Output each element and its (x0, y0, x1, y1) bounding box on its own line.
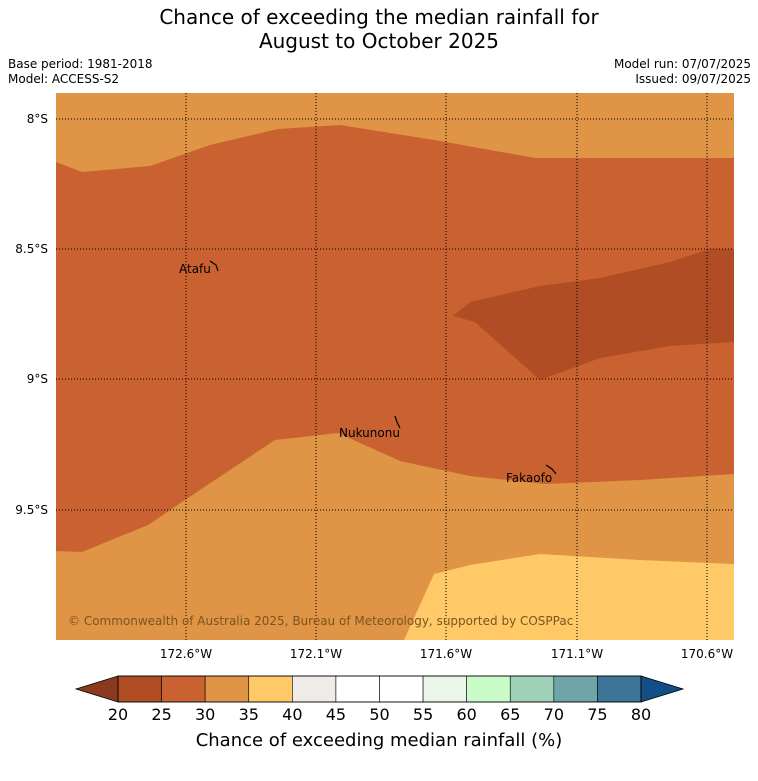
colorbar-label: Chance of exceeding median rainfall (%) (195, 730, 563, 751)
map-band-20-25 (453, 249, 734, 380)
lon-label-171-1w: 171.1°W (550, 647, 604, 661)
colorbar-segment-2 (204, 675, 250, 703)
colorbar-tick-55: 55 (412, 705, 434, 724)
colorbar-tick-70: 70 (543, 705, 564, 724)
lat-label-8s: 8°S (26, 112, 48, 126)
colorbar-tick-35: 35 (238, 705, 259, 724)
fakaofo-atoll-shape (545, 464, 557, 475)
place-nukunonu: Nukunonu (339, 426, 400, 440)
lat-label-9s: 9°S (26, 372, 48, 386)
colorbar-segment-1 (161, 675, 206, 703)
copyright-notice: © Commonwealth of Australia 2025, Bureau… (68, 614, 574, 628)
colorbar-segment-4 (292, 675, 337, 703)
colorbar-tick-65: 65 (500, 705, 521, 724)
meta-right: Model run: 07/07/2025 Issued: 09/07/2025 (614, 57, 751, 87)
colorbar-tick-45: 45 (325, 705, 347, 724)
lon-label-171-6w: 171.6°W (419, 647, 473, 661)
colorbar-tick-50: 50 (369, 705, 390, 724)
colorbar-segments (117, 675, 642, 703)
lat-label-8-5s: 8.5°S (15, 242, 48, 256)
colorbar-segment-10 (553, 675, 598, 703)
title-line-2: August to October 2025 (258, 29, 500, 53)
colorbar-tick-80: 80 (630, 705, 652, 724)
colorbar-segment-6 (379, 675, 424, 703)
colorbar-segment-5 (335, 675, 380, 703)
lon-label-172-6w: 172.6°W (159, 647, 213, 661)
nukunonu-atoll-shape (394, 415, 401, 429)
colorbar-segment-9 (509, 675, 555, 703)
colorbar-tick-25: 25 (151, 705, 172, 724)
model-run: Model run: 07/07/2025 (613, 57, 751, 71)
gridlines (56, 93, 734, 640)
colorbar-segment-8 (466, 675, 511, 703)
colorbar-tick-30: 30 (194, 705, 216, 724)
base-period: Base period: 1981-2018 (8, 57, 153, 71)
map-band-35-40 (404, 554, 734, 640)
colorbar-frame (117, 675, 642, 703)
colorbar (74, 675, 685, 703)
colorbar-segment-0 (117, 675, 162, 703)
lon-label-172-1w: 172.1°W (289, 647, 343, 661)
lon-label-170-6w: 170.6°W (680, 647, 734, 661)
colorbar-tick-60: 60 (456, 705, 477, 724)
atoll-outlines (209, 260, 557, 475)
map-title: Chance of exceeding the median rainfall … (0, 5, 758, 53)
model-name: Model: ACCESS-S2 (8, 72, 120, 86)
colorbar-segment-11 (597, 675, 642, 703)
colorbar-under-arrow (74, 675, 119, 703)
colorbar-segment-3 (248, 675, 293, 703)
meta-left: Base period: 1981-2018 Model: ACCESS-S2 (8, 57, 153, 87)
place-atafu: Atafu (179, 262, 211, 276)
place-fakaofo: Fakaofo (506, 471, 553, 485)
map-band-25-30 (56, 125, 734, 552)
colorbar-over-arrow (640, 675, 685, 703)
atafu-atoll-shape (209, 260, 219, 272)
colorbar-tick-40: 40 (282, 705, 303, 724)
colorbar-tick-75: 75 (587, 705, 608, 724)
lat-label-9-5s: 9.5°S (15, 503, 48, 517)
colorbar-segment-7 (422, 675, 467, 703)
title-line-1: Chance of exceeding the median rainfall … (159, 5, 599, 29)
colorbar-tick-20: 20 (107, 705, 129, 724)
issued-date: Issued: 09/07/2025 (635, 72, 751, 86)
